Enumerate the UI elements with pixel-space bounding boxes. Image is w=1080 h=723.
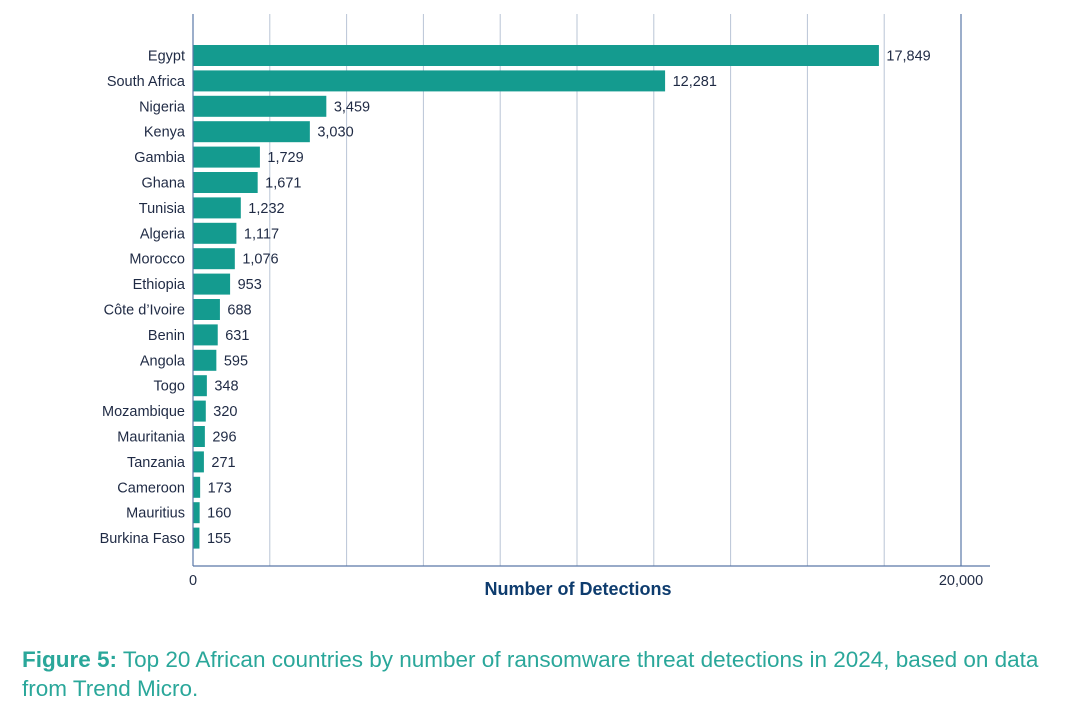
category-label: Morocco — [129, 252, 185, 268]
category-label: Tunisia — [139, 201, 186, 217]
category-label: Burkina Faso — [100, 531, 185, 547]
bar — [193, 146, 260, 168]
bar — [193, 172, 258, 193]
category-label: Kenya — [144, 125, 186, 141]
value-label: 688 — [227, 303, 251, 319]
value-label: 1,729 — [267, 150, 303, 166]
value-label: 17,849 — [886, 49, 930, 65]
value-label: 160 — [207, 506, 231, 522]
bar — [193, 451, 204, 473]
value-label: 1,076 — [242, 252, 278, 268]
category-label: Mozambique — [102, 404, 185, 420]
category-labels: Egypt South Africa Nigeria Kenya Gambia Ghana… — [100, 49, 186, 548]
bar — [193, 273, 231, 295]
x-axis: 0 20,000 — [189, 14, 990, 589]
category-label: Nigeria — [139, 99, 186, 115]
value-label: 595 — [224, 353, 248, 369]
bar — [193, 121, 310, 143]
value-label: 3,030 — [317, 125, 353, 141]
gridlines — [269, 14, 885, 566]
category-label: Mauritius — [126, 506, 185, 522]
value-label: 631 — [225, 328, 249, 344]
bars — [193, 45, 879, 549]
category-label: Ghana — [141, 176, 185, 192]
bar — [193, 70, 666, 92]
value-label: 348 — [214, 379, 238, 395]
value-label: 271 — [211, 455, 235, 471]
bar — [193, 502, 200, 524]
bar-chart: Egypt South Africa Nigeria Kenya Gambia Ghana… — [100, 14, 990, 599]
category-label: Tanzania — [127, 455, 186, 471]
value-label: 1,671 — [265, 176, 301, 192]
x-tick-label: 0 — [189, 573, 197, 589]
bar — [193, 426, 205, 447]
value-labels: 17,849 12,281 3,459 3,030 1,729 1,671 1,232 1,1… — [207, 49, 931, 548]
value-label: 1,117 — [244, 226, 279, 242]
figure-caption-label: Figure 5: — [22, 647, 118, 672]
bar — [193, 324, 218, 346]
category-label: Angola — [140, 353, 186, 369]
bar — [193, 197, 241, 219]
bar — [193, 299, 220, 320]
category-label: Egypt — [148, 49, 185, 65]
value-label: 12,281 — [673, 74, 717, 90]
bar — [193, 400, 206, 422]
value-label: 155 — [207, 531, 231, 547]
value-label: 1,232 — [248, 201, 284, 217]
value-label: 320 — [213, 404, 237, 420]
x-tick-label: 20,000 — [939, 573, 983, 589]
category-label: Mauritania — [117, 430, 186, 446]
bar — [193, 45, 879, 66]
bar — [193, 222, 237, 244]
value-label: 3,459 — [334, 99, 370, 115]
bar — [193, 476, 201, 498]
category-label: Ethiopia — [133, 277, 186, 293]
bar — [193, 527, 200, 549]
value-label: 953 — [238, 277, 262, 293]
category-label: Algeria — [140, 226, 186, 242]
category-label: Côte d’Ivoire — [104, 303, 185, 319]
category-label: Benin — [148, 328, 185, 344]
category-label: South Africa — [107, 74, 186, 90]
figure-caption-text: Top 20 African countries by number of ra… — [22, 647, 1039, 701]
bar — [193, 95, 327, 117]
value-label: 296 — [212, 430, 236, 446]
x-axis-title: Number of Detections — [484, 579, 671, 599]
category-label: Gambia — [134, 150, 186, 166]
bar — [193, 248, 235, 270]
bar — [193, 349, 217, 371]
category-label: Cameroon — [117, 480, 185, 496]
figure-caption: Figure 5: Top 20 African countries by nu… — [22, 645, 1067, 703]
value-label: 173 — [208, 480, 232, 496]
bar — [193, 375, 207, 397]
category-label: Togo — [154, 379, 185, 395]
